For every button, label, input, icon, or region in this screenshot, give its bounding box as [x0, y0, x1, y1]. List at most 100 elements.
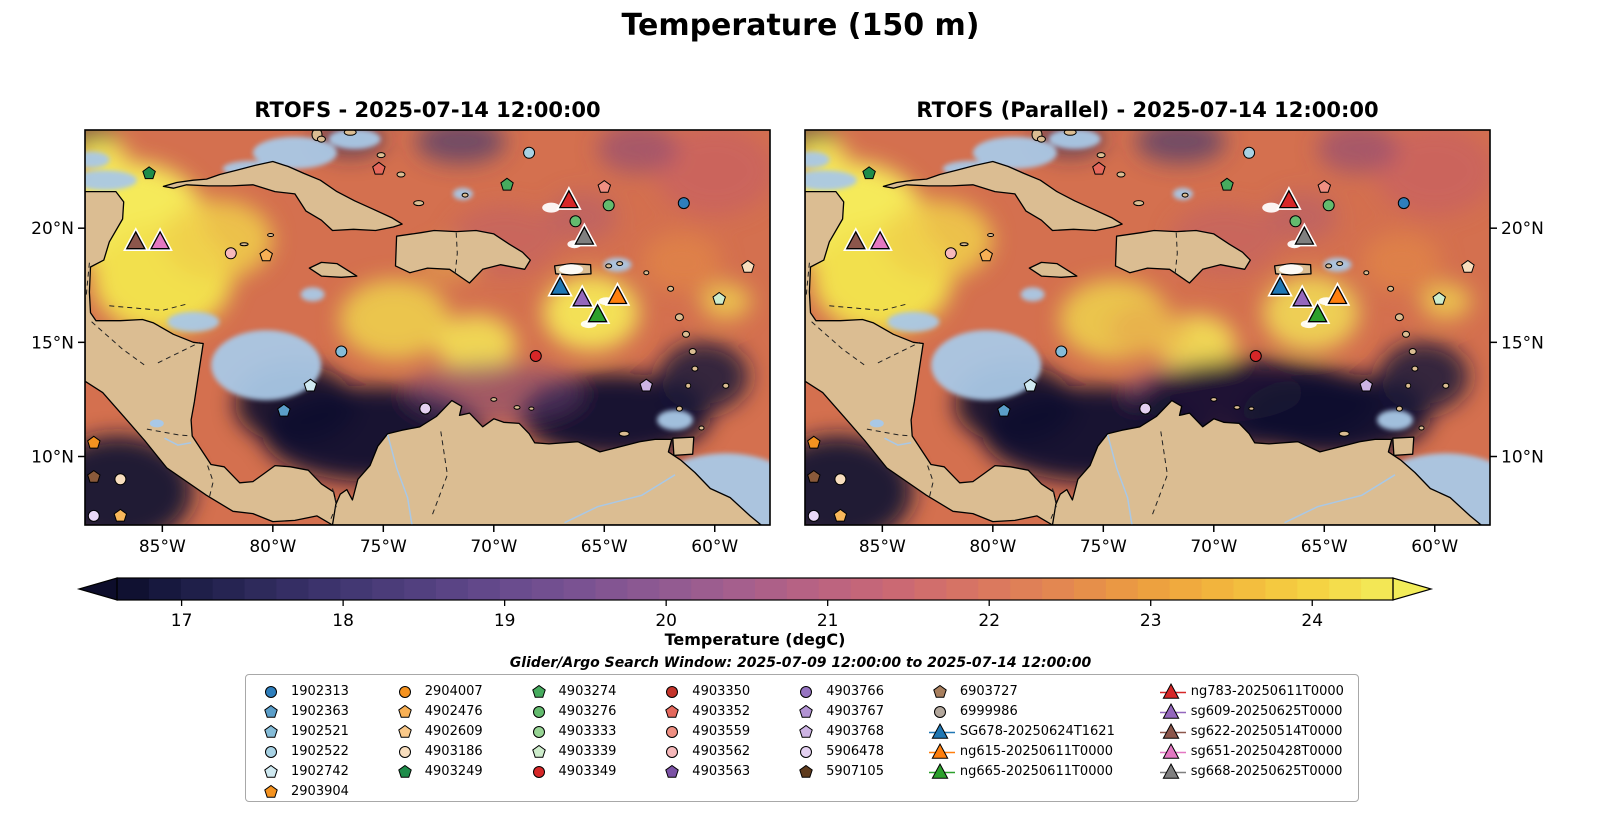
legend-item: 4903768 — [795, 722, 884, 741]
glider-marker — [1270, 276, 1291, 295]
left-panel-title: RTOFS - 2025-07-14 12:00:00 — [254, 98, 601, 122]
search-window-annotation: Glider/Argo Search Window: 2025-07-09 12… — [509, 655, 1092, 671]
legend-label: ng783-20250611T0000 — [1190, 684, 1344, 699]
map-frame — [804, 129, 1491, 526]
legend-label: 4902476 — [424, 704, 483, 719]
legend-item: 4903274 — [528, 682, 617, 701]
border-line — [146, 428, 192, 437]
legend-label: 1902522 — [291, 744, 349, 759]
legend-item: 1902742 — [260, 762, 349, 781]
glider-marker — [1292, 287, 1313, 307]
border-line — [329, 488, 338, 521]
colorbar-label: Temperature (degC) — [664, 630, 846, 649]
argo-marker — [113, 508, 128, 522]
float-legend-marker — [265, 746, 277, 758]
marker-layer — [87, 146, 755, 522]
float-legend-marker — [799, 764, 813, 778]
legend-item: 5907105 — [795, 762, 884, 781]
argo-marker — [569, 215, 582, 228]
argo-marker — [807, 435, 821, 449]
argo-marker — [997, 403, 1011, 417]
legend-label: 4903563 — [692, 764, 751, 779]
argo-marker — [87, 509, 100, 522]
legend-column: 2904007 4902476 4902609 4903186 4903249 — [394, 682, 483, 781]
float-legend-marker — [665, 764, 680, 778]
border-line — [1151, 431, 1168, 517]
argo-marker — [677, 197, 690, 210]
right-map-panel: 85°W 80°W 75°W 70°W 65°W 60°W 20°N 15°N 10°N — [804, 129, 1544, 557]
border-line — [431, 431, 448, 517]
legend-label: 4903350 — [692, 684, 751, 699]
left-map-panel: 85°W 80°W 75°W 70°W 65°W 60°W 20°N 15°N 10°N — [31, 129, 771, 557]
legend-column: 4903766 4903767 4903768 5906478 5907105 — [795, 682, 884, 781]
colorbar-max-arrow — [1392, 577, 1434, 601]
legend-label: 1902742 — [291, 764, 349, 779]
y-tick-label: 15°N — [31, 333, 74, 353]
legend-item: sg609-20250625T0000 — [1159, 702, 1344, 721]
float-legend-marker — [666, 726, 679, 738]
argo-marker — [979, 248, 993, 262]
colorbar-tick-label: 23 — [1140, 611, 1162, 631]
river — [564, 474, 676, 524]
map-canvas: 85°W 80°W 75°W 70°W 65°W 60°W 20°N 15°N 10°N — [31, 129, 771, 557]
legend-label: 2903904 — [291, 784, 349, 799]
legend-item: 4903333 — [528, 722, 616, 741]
float-legend-marker — [933, 706, 946, 718]
argo-marker — [1023, 378, 1038, 392]
float-legend-marker — [799, 724, 813, 738]
legend-item: 4903276 — [528, 702, 616, 721]
white-patch — [542, 202, 561, 213]
legend-label: 4902609 — [424, 724, 483, 739]
legend-item: 1902521 — [260, 722, 349, 741]
x-tick-label: 85°W — [859, 537, 906, 557]
glider-legend-marker — [1159, 682, 1186, 699]
colorbar-tick-label: 19 — [494, 611, 516, 631]
border-line — [877, 341, 921, 364]
argo-marker — [639, 378, 653, 392]
legend: 1902313 1902363 1902521 1902522 1902742 29039… — [245, 674, 1359, 802]
river — [164, 437, 192, 446]
float-legend-marker — [398, 686, 411, 698]
river — [884, 437, 912, 446]
float-legend-marker — [799, 704, 813, 718]
legend-item: 5906478 — [795, 742, 884, 761]
legend-item: 4903766 — [795, 682, 884, 701]
border-line — [927, 465, 934, 501]
x-tick-label: 80°W — [969, 537, 1016, 557]
legend-item: sg622-20250514T0000 — [1159, 722, 1344, 741]
glider-marker — [558, 189, 579, 209]
colorbar: 17 18 19 20 21 22 23 24 — [75, 576, 1435, 632]
legend-item: 4903350 — [661, 682, 750, 701]
glider-marker — [845, 230, 866, 250]
glider-legend-marker — [928, 742, 955, 759]
float-legend-marker — [933, 684, 947, 698]
legend-label: 4903186 — [424, 744, 483, 759]
argo-marker — [87, 469, 101, 483]
map-frame — [84, 129, 771, 526]
glider-legend-marker — [1159, 702, 1186, 719]
x-tick-label: 65°W — [581, 537, 628, 557]
legend-label: 4903766 — [826, 684, 884, 699]
legend-label: ng615-20250611T0000 — [959, 744, 1114, 759]
map-layers — [85, 130, 770, 525]
legend-label: 6999986 — [959, 704, 1018, 719]
argo-marker — [277, 403, 291, 417]
marker-layer — [807, 146, 1475, 522]
argo-marker — [602, 199, 615, 212]
legend-item: ng665-20250611T0000 — [928, 762, 1115, 781]
float-legend-marker — [532, 726, 545, 738]
colorbar-tick-label: 22 — [978, 611, 1000, 631]
glider-marker — [150, 230, 171, 250]
glider-marker — [587, 303, 608, 323]
legend-item: 4903186 — [394, 742, 483, 761]
legend-label: 4903562 — [692, 744, 751, 759]
y-tick-label: 20°N — [1501, 219, 1544, 239]
legend-label: 4903274 — [558, 684, 617, 699]
border-line — [1049, 488, 1058, 521]
y-tick-label: 10°N — [31, 448, 74, 468]
argo-marker — [1055, 345, 1068, 358]
argo-marker — [419, 402, 432, 415]
glider-marker — [1278, 189, 1299, 209]
map-canvas: 85°W 80°W 75°W 70°W 65°W 60°W 20°N 15°N 10°N — [804, 129, 1544, 557]
